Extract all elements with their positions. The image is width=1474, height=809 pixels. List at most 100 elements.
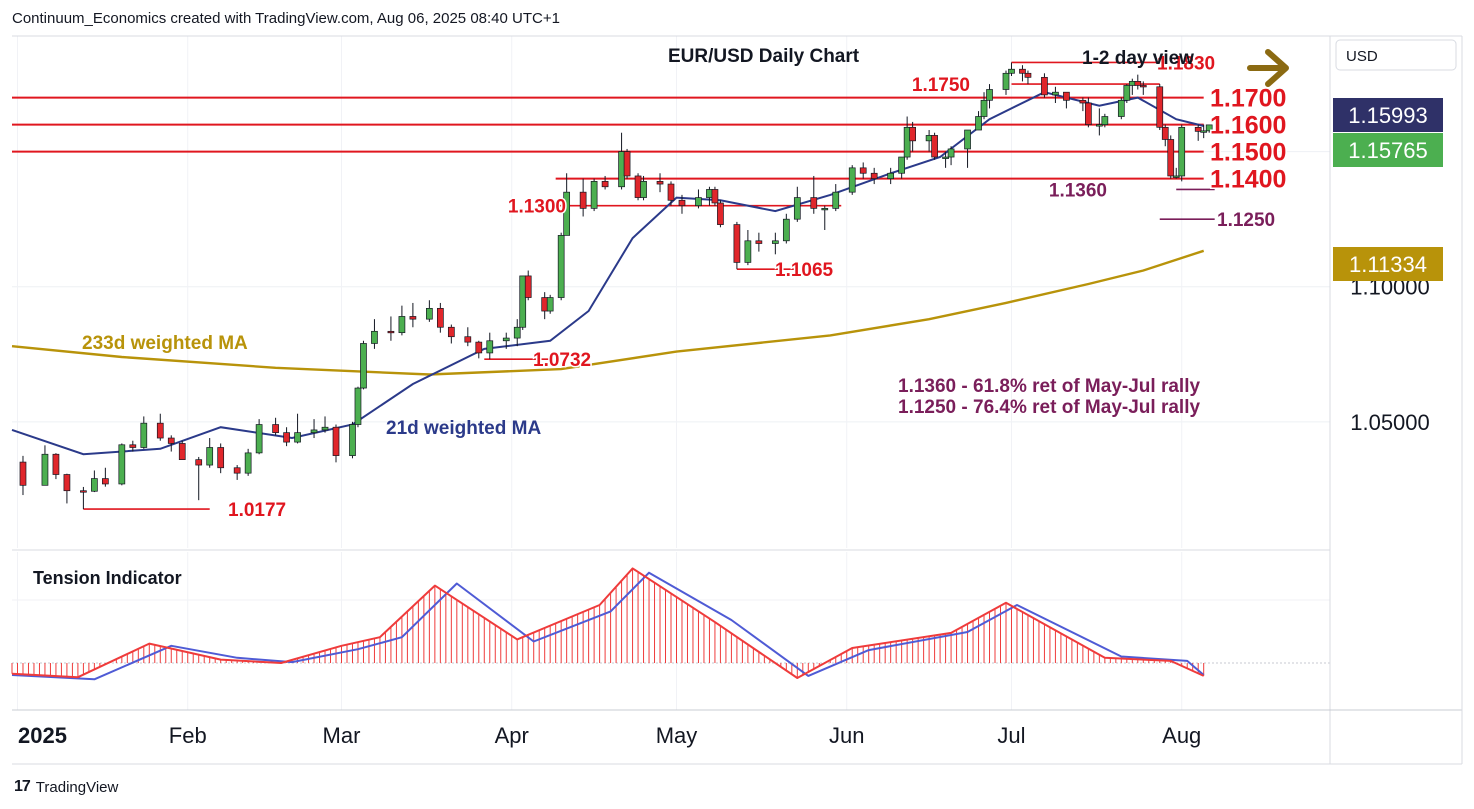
candle[interactable] bbox=[475, 340, 483, 359]
candle[interactable] bbox=[129, 440, 137, 452]
candle[interactable] bbox=[579, 178, 587, 217]
candle[interactable] bbox=[909, 121, 916, 152]
candle[interactable] bbox=[755, 232, 763, 252]
candle[interactable] bbox=[156, 413, 164, 441]
candle[interactable] bbox=[354, 386, 362, 428]
candle[interactable] bbox=[1085, 97, 1092, 128]
candle[interactable] bbox=[706, 186, 713, 206]
candle[interactable] bbox=[887, 167, 895, 185]
candle[interactable] bbox=[52, 453, 60, 480]
candle[interactable] bbox=[618, 132, 625, 190]
candle[interactable] bbox=[1128, 78, 1136, 95]
candle[interactable] bbox=[195, 456, 203, 501]
candle[interactable] bbox=[546, 294, 554, 314]
candle[interactable] bbox=[898, 156, 906, 179]
candle[interactable] bbox=[41, 445, 49, 486]
candle[interactable] bbox=[711, 186, 719, 206]
candle[interactable] bbox=[1024, 70, 1032, 85]
candle[interactable] bbox=[601, 175, 609, 190]
candle[interactable] bbox=[733, 221, 741, 270]
candle[interactable] bbox=[398, 305, 406, 336]
candle[interactable] bbox=[1172, 167, 1180, 179]
candle[interactable] bbox=[1139, 81, 1147, 95]
candle[interactable] bbox=[437, 302, 444, 333]
candle[interactable] bbox=[387, 316, 395, 341]
candle[interactable] bbox=[744, 229, 752, 266]
candle[interactable] bbox=[178, 440, 186, 460]
candle[interactable] bbox=[167, 435, 175, 452]
candle[interactable] bbox=[821, 205, 829, 230]
candle[interactable] bbox=[206, 438, 214, 468]
candle[interactable] bbox=[1156, 84, 1164, 131]
candle[interactable] bbox=[91, 470, 98, 493]
candle[interactable] bbox=[118, 443, 126, 486]
candle[interactable] bbox=[980, 92, 988, 120]
candle[interactable] bbox=[360, 340, 367, 390]
candle[interactable] bbox=[793, 186, 801, 222]
candle[interactable] bbox=[447, 324, 455, 344]
candle[interactable] bbox=[464, 327, 472, 347]
candle[interactable] bbox=[1019, 65, 1026, 82]
candle[interactable] bbox=[272, 417, 279, 436]
candle[interactable] bbox=[1178, 124, 1186, 182]
candle[interactable] bbox=[283, 427, 290, 447]
candle[interactable] bbox=[19, 455, 27, 496]
candle[interactable] bbox=[513, 319, 521, 347]
candle[interactable] bbox=[524, 270, 532, 301]
candle[interactable] bbox=[332, 424, 340, 463]
candle[interactable] bbox=[1167, 135, 1175, 179]
candle[interactable] bbox=[964, 129, 971, 168]
candle[interactable] bbox=[409, 302, 417, 328]
candle[interactable] bbox=[486, 332, 494, 360]
candle[interactable] bbox=[848, 165, 856, 195]
candle[interactable] bbox=[371, 319, 378, 349]
candle[interactable] bbox=[1095, 108, 1103, 136]
candle[interactable] bbox=[832, 184, 840, 212]
candle[interactable] bbox=[557, 232, 565, 301]
candle[interactable] bbox=[623, 148, 631, 179]
candle[interactable] bbox=[1052, 86, 1059, 104]
candle[interactable] bbox=[771, 232, 779, 255]
candle[interactable] bbox=[975, 111, 982, 131]
candle[interactable] bbox=[563, 173, 571, 236]
candle[interactable] bbox=[321, 416, 329, 433]
candle[interactable] bbox=[782, 213, 790, 244]
candle[interactable] bbox=[640, 175, 647, 201]
candle[interactable] bbox=[519, 275, 527, 330]
candle[interactable] bbox=[541, 292, 549, 320]
candle[interactable] bbox=[140, 416, 148, 449]
candle[interactable] bbox=[1008, 62, 1015, 76]
candle[interactable] bbox=[870, 167, 878, 185]
candle[interactable] bbox=[294, 413, 301, 444]
candle[interactable] bbox=[255, 419, 263, 455]
candle[interactable] bbox=[667, 181, 675, 206]
candle[interactable] bbox=[310, 419, 318, 439]
candle[interactable] bbox=[1079, 97, 1087, 112]
candles[interactable] bbox=[19, 62, 1213, 510]
candle[interactable] bbox=[925, 130, 933, 152]
candle[interactable] bbox=[903, 116, 911, 160]
candle[interactable] bbox=[859, 162, 867, 179]
candle[interactable] bbox=[63, 473, 71, 504]
candle[interactable] bbox=[244, 448, 252, 476]
candle[interactable] bbox=[986, 84, 993, 109]
candle[interactable] bbox=[931, 132, 938, 160]
candle[interactable] bbox=[1205, 124, 1213, 133]
candle[interactable] bbox=[502, 332, 510, 349]
candle[interactable] bbox=[1041, 73, 1048, 98]
candle[interactable] bbox=[678, 194, 686, 214]
candle[interactable] bbox=[233, 465, 241, 480]
candle[interactable] bbox=[634, 173, 642, 201]
candle[interactable] bbox=[590, 178, 598, 212]
candle[interactable] bbox=[102, 467, 109, 487]
candle[interactable] bbox=[426, 300, 433, 322]
candle[interactable] bbox=[656, 173, 664, 193]
candle[interactable] bbox=[80, 486, 87, 510]
candle[interactable] bbox=[1101, 113, 1109, 128]
candle[interactable] bbox=[217, 443, 225, 474]
candle[interactable] bbox=[1123, 84, 1131, 104]
candle[interactable] bbox=[1117, 97, 1125, 120]
candle[interactable] bbox=[1200, 124, 1208, 139]
candle[interactable] bbox=[942, 151, 949, 168]
